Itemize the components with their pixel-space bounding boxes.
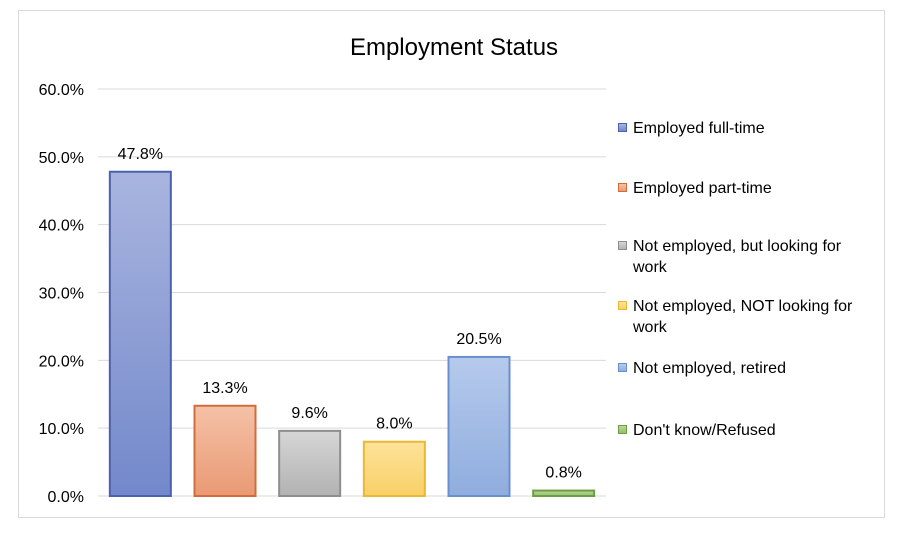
bar: [447, 355, 511, 498]
legend-item: Employed part-time: [618, 178, 878, 199]
y-tick-label: 40.0%: [39, 218, 84, 235]
y-tick-label: 60.0%: [39, 82, 84, 99]
legend-swatch: [618, 123, 627, 132]
y-tick-label: 0.0%: [48, 489, 84, 506]
legend-item: Not employed, but looking for work: [618, 236, 878, 278]
legend-item: Not employed, NOT looking for work: [618, 296, 878, 338]
legend-swatch: [618, 363, 627, 372]
legend-item: Employed full-time: [618, 118, 878, 139]
gridlines: [98, 88, 606, 497]
legend-swatch: [618, 241, 627, 250]
y-axis-ticks: 0.0% 10.0% 20.0% 30.0% 40.0% 50.0% 60.0%: [39, 82, 84, 506]
legend-label: Not employed, NOT looking for work: [633, 298, 853, 336]
legend-label: Employed part-time: [633, 180, 772, 197]
bar: [193, 404, 257, 498]
legend-swatch: [618, 183, 627, 192]
data-labels: 47.8% 13.3% 9.6% 8.0% 20.5% 0.8%: [118, 146, 582, 482]
legend-label: Don't know/Refused: [633, 422, 776, 439]
data-label: 20.5%: [456, 331, 501, 348]
legend-label: Not employed, but looking for work: [633, 238, 842, 276]
data-label: 47.8%: [118, 146, 163, 163]
bar: [108, 170, 172, 498]
y-tick-label: 30.0%: [39, 286, 84, 303]
data-label: 13.3%: [202, 380, 247, 397]
legend-label: Not employed, retired: [633, 360, 786, 377]
legend-swatch: [618, 425, 627, 434]
legend-item: Not employed, retired: [618, 358, 878, 379]
chart-title: Employment Status: [350, 34, 558, 61]
y-tick-label: 20.0%: [39, 353, 84, 370]
y-tick-label: 10.0%: [39, 421, 84, 438]
bar: [362, 440, 426, 498]
bar: [278, 429, 342, 498]
bar: [532, 489, 596, 498]
legend-item: Don't know/Refused: [618, 420, 878, 441]
data-label: 0.8%: [545, 465, 581, 482]
legend-label: Employed full-time: [633, 120, 765, 137]
data-label: 9.6%: [291, 405, 327, 422]
legend-swatch: [618, 301, 627, 310]
data-label: 8.0%: [376, 416, 412, 433]
bars: [108, 170, 596, 498]
y-tick-label: 50.0%: [39, 150, 84, 167]
